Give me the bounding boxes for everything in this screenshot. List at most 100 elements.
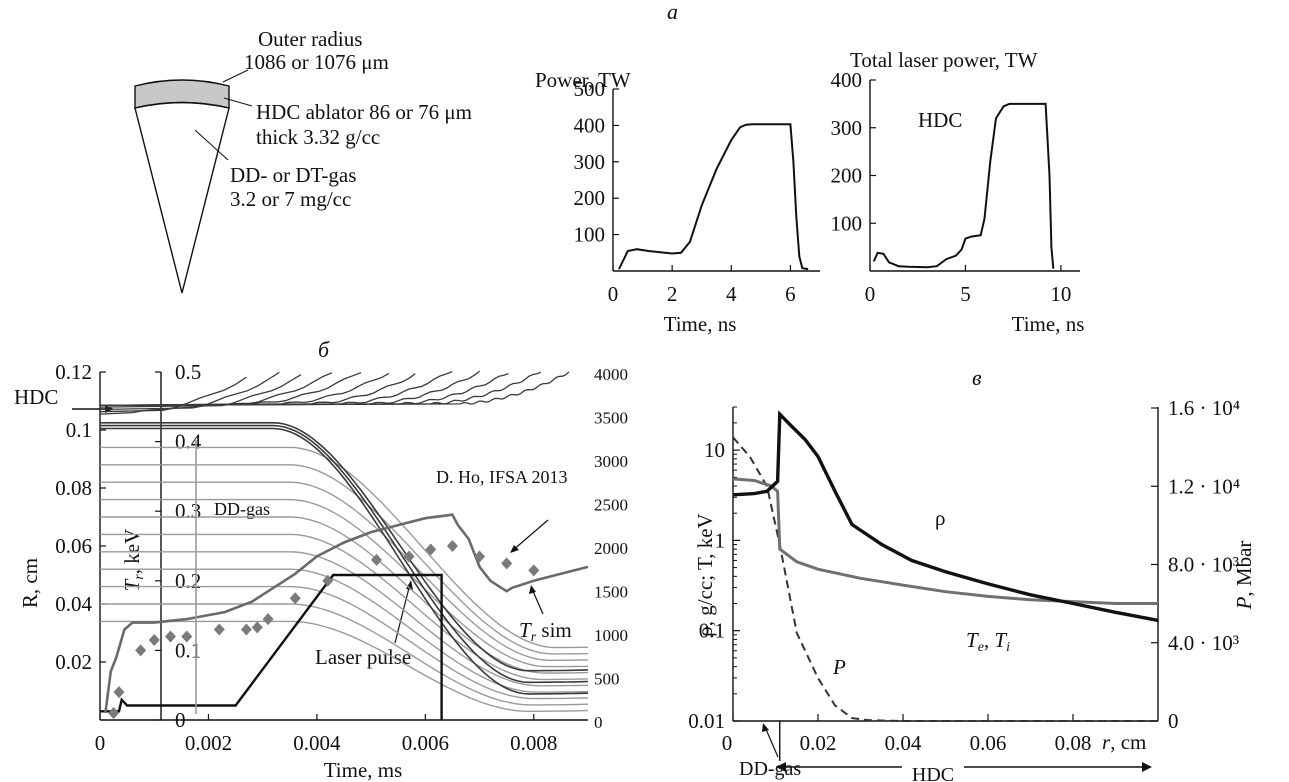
traj-trtick-label: 0.3 (175, 499, 201, 523)
ho-data-marker (251, 621, 263, 634)
ho-data-marker (164, 630, 176, 643)
dd-gas-region-label: DD-gas (739, 758, 801, 780)
shell-trajectory-line (100, 424, 589, 684)
ablated-layer-line (99, 373, 416, 407)
traj-ytick-label: 0.08 (55, 476, 92, 500)
prof-xlabel: r, cm (1102, 730, 1146, 754)
ho-arrow (511, 519, 549, 552)
ho-data-marker (289, 592, 301, 605)
laser-pulse-line (100, 573, 443, 720)
ho-data-marker (240, 623, 252, 636)
dd-gas-arrow-head (762, 723, 769, 732)
ablated-layer-line (99, 371, 362, 407)
power-chart-xtick-label: 2 (667, 282, 678, 306)
ho-arrow-head (510, 545, 519, 553)
prof-xtick-label: 0 (722, 731, 733, 755)
ho-data-marker (262, 613, 274, 626)
traj-right-tick-label: 0 (594, 713, 603, 732)
traj-xtick-label: 0.008 (510, 731, 557, 755)
shell-trajectory-line (100, 422, 589, 672)
ablator-label: HDC ablator 86 or 76 μm (256, 100, 472, 124)
pressure-line (732, 436, 1158, 722)
gas-trajectory-line (100, 585, 589, 700)
gas-trajectory-line (100, 464, 589, 655)
ablated-layer-line (99, 371, 542, 407)
traj-right-tick-label: 1500 (594, 583, 628, 602)
ablated-layer-line (99, 372, 390, 407)
traj-trtick-label: 0.1 (175, 638, 201, 662)
hdc-region-label: HDC (912, 764, 954, 782)
ablated-layer-line (99, 371, 570, 407)
ho-data-marker (425, 543, 437, 556)
traj-right-tick-label: 4000 (594, 365, 628, 384)
prof-right-tick-label: 8.0 · 10³ (1168, 553, 1239, 577)
ho-data-marker (181, 630, 193, 643)
panel-label-b: б (318, 337, 330, 362)
prof-ytick-label: 10 (704, 438, 725, 462)
ho-data-marker (213, 623, 225, 636)
traj-ytick-label: 0.04 (55, 592, 92, 616)
laser-pulse-arrow-head (406, 580, 413, 590)
laser-chart-annotation: HDC (918, 108, 962, 132)
traj-right-tick-label: 2500 (594, 496, 628, 515)
prof-ytick-label: 0.1 (699, 619, 725, 643)
ho-data-marker (148, 633, 160, 646)
tr-sim-arrow (531, 588, 544, 615)
traj-ytick-label: 0.02 (55, 650, 92, 674)
hdc-region-arrow-left (776, 762, 786, 772)
dd-gas-arrow (764, 726, 779, 758)
traj-xtick-label: 0.002 (185, 731, 232, 755)
traj-trtick-label: 0.4 (175, 430, 202, 454)
traj-right-tick-label: 2000 (594, 539, 628, 558)
prof-xtick-label: 0.08 (1055, 731, 1092, 755)
power-chart-title: Power, TW (535, 68, 631, 92)
prof-ytick-label: 0.01 (688, 709, 725, 733)
traj-xtick-label: 0.004 (293, 731, 341, 755)
traj-ytick-label: 0.06 (55, 534, 92, 558)
laser-chart: Total laser power, TW HDC Time, ns 10020… (831, 48, 1085, 336)
traj-ytick-label: 0.1 (66, 418, 92, 442)
ablator-leader (223, 97, 253, 107)
tr-sim-label: Tr sim (519, 618, 572, 645)
gas-trajectory-line (100, 516, 589, 674)
traj-xtick-label: 0.006 (402, 731, 449, 755)
prof-right-tick-label: 0 (1168, 709, 1179, 733)
traj-right-tick-label: 500 (594, 670, 620, 689)
ho-data-marker (403, 550, 415, 563)
ablated-layer-line (99, 370, 480, 407)
laser-pulse-label: Laser pulse (315, 645, 411, 669)
power-chart-ytick-label: 300 (574, 150, 606, 174)
prof-ylabel: ρ, g/cc; T, keV (693, 513, 717, 636)
power-chart-xtick-label: 0 (608, 282, 619, 306)
laser-chart-series-line (872, 102, 1055, 269)
ho-label: D. Ho, IFSA 2013 (436, 467, 568, 487)
power-chart-xtick-label: 4 (726, 282, 737, 306)
laser-chart-ytick-label: 300 (831, 116, 863, 140)
gas-trajectory-line (100, 533, 589, 681)
gas-trajectory-line (100, 551, 589, 687)
laser-chart-xtick-label: 0 (865, 282, 876, 306)
laser-chart-xtick-label: 10 (1050, 282, 1071, 306)
ho-data-marker (135, 644, 147, 657)
prof-ytick-label: 1 (715, 528, 726, 552)
prof-right-tick-label: 1.2 · 10⁴ (1168, 474, 1240, 498)
gas-label: DD- or DT-gas (230, 163, 356, 187)
gas-trajectory-line (100, 603, 589, 706)
gas-leader (194, 129, 229, 161)
te-ti-label: Te, Ti (966, 628, 1010, 655)
gas-trajectory-line (100, 498, 589, 668)
rho-label: ρ (935, 506, 945, 530)
ablator-density: thick 3.32 g/cc (256, 125, 380, 149)
power-chart-xlabel: Time, ns (664, 312, 737, 336)
traj-xlabel: Time, ms (324, 758, 403, 782)
hdc-region-arrow-right (1142, 762, 1152, 772)
dd-gas-label: DD-gas (214, 499, 270, 519)
prof-ylabel2: P, Mbar (1232, 541, 1256, 611)
traj-right-tick-label: 3000 (594, 452, 628, 471)
ho-data-marker (474, 550, 486, 563)
power-chart-series-line (618, 123, 809, 271)
ho-data-marker (113, 686, 125, 699)
hdc-arrow-label: HDC (14, 385, 58, 409)
tr-sim-arrow-head (529, 585, 536, 594)
traj-ytick-label: 0.12 (55, 360, 92, 384)
